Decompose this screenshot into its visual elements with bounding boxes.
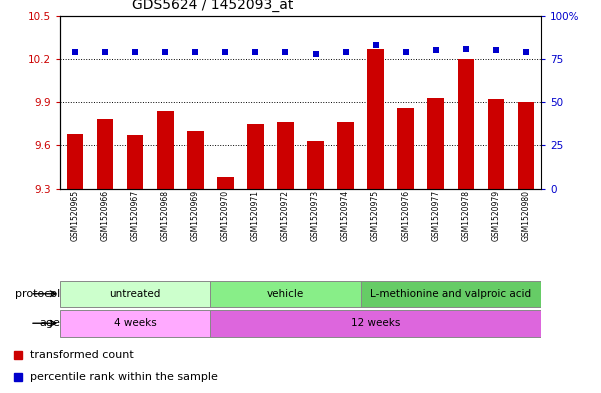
Bar	[427, 98, 444, 189]
Bar	[367, 49, 384, 189]
Text: protocol: protocol	[15, 289, 60, 299]
Bar	[247, 124, 264, 189]
Text: L-methionine and valproic acid: L-methionine and valproic acid	[370, 289, 531, 299]
Bar	[397, 108, 414, 189]
Bar	[127, 135, 144, 189]
Bar	[361, 281, 541, 307]
Bar	[277, 122, 294, 189]
Bar	[210, 281, 361, 307]
Bar	[60, 310, 210, 336]
Text: untreated: untreated	[109, 289, 161, 299]
Bar	[187, 131, 204, 189]
Text: 12 weeks: 12 weeks	[351, 318, 400, 328]
Bar	[487, 99, 504, 189]
Text: transformed count: transformed count	[30, 350, 134, 360]
Bar	[210, 310, 541, 336]
Bar	[517, 102, 534, 189]
Bar	[157, 111, 174, 189]
Bar	[67, 134, 84, 189]
Bar	[217, 177, 234, 189]
Text: 4 weeks: 4 weeks	[114, 318, 157, 328]
Text: age: age	[39, 318, 60, 328]
Bar	[337, 122, 354, 189]
Text: percentile rank within the sample: percentile rank within the sample	[30, 372, 218, 382]
Text: vehicle: vehicle	[267, 289, 304, 299]
Bar	[97, 119, 114, 189]
Bar	[457, 59, 474, 189]
Text: GDS5624 / 1452093_at: GDS5624 / 1452093_at	[132, 0, 294, 12]
Bar	[307, 141, 324, 189]
Bar	[60, 281, 210, 307]
